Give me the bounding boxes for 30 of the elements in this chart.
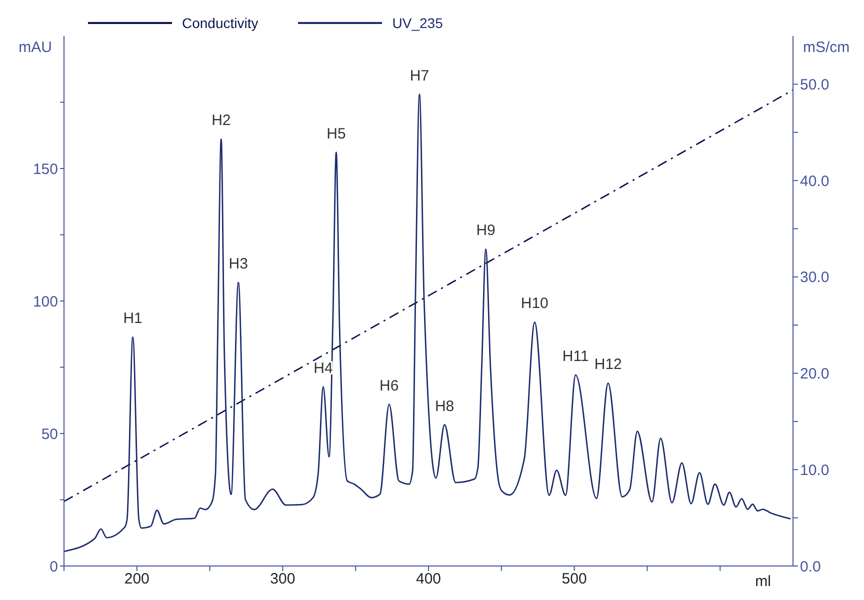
annotation: H5 [326, 125, 346, 142]
x-axis-title: ml [755, 573, 771, 590]
annotation: H12 [594, 356, 622, 374]
y2-tick-label: 40.0 [800, 172, 830, 190]
y2-tick-label: 10.0 [800, 462, 830, 479]
y-tick-label: 100 [32, 293, 58, 310]
y2-axis-title: mS/cm [803, 39, 850, 56]
y2-tick-label: 50.0 [800, 76, 830, 94]
annotation: H8 [434, 398, 454, 415]
x-tick-label: 300 [270, 570, 296, 588]
annotation: H9 [476, 222, 496, 240]
y-tick-label: 150 [32, 160, 58, 178]
y-tick-label: 50 [41, 426, 58, 443]
annotation: H7 [410, 67, 430, 84]
annotation: H1 [123, 310, 142, 328]
annotation: H10 [520, 295, 548, 312]
y2-tick-label: 20.0 [800, 366, 830, 383]
text: Conductivity [182, 15, 258, 31]
x-tick-label: 200 [124, 570, 150, 588]
y2-tick-label: 30.0 [800, 269, 830, 286]
annotation: H11 [562, 348, 589, 365]
y-tick-label: 0 [50, 558, 58, 576]
x-tick-label: 400 [416, 570, 442, 588]
x-tick-label: 500 [562, 570, 587, 588]
y-axis-title: mAU [18, 39, 52, 56]
y2-tick-label: 0.0 [800, 558, 821, 576]
annotation: H2 [212, 112, 231, 130]
annotation: H3 [228, 255, 248, 272]
annotation: H6 [380, 377, 399, 394]
text: UV_235 [392, 15, 443, 31]
